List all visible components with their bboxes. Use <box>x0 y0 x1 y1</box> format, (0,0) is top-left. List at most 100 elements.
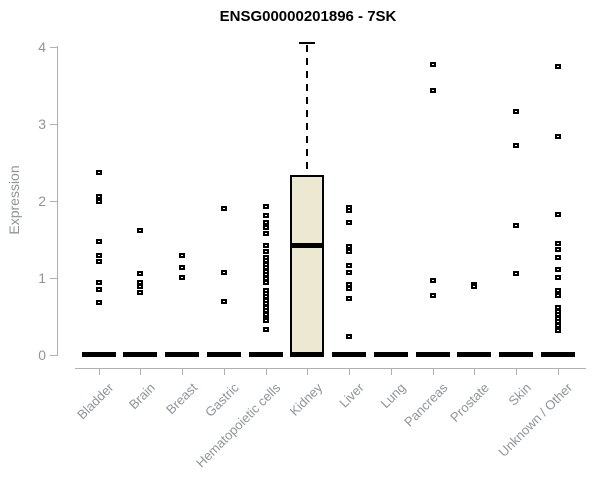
y-tick-label: 3 <box>38 115 46 132</box>
data-point <box>554 292 561 298</box>
data-point <box>554 275 561 280</box>
zero-median-bar <box>165 352 200 357</box>
kidney-whisker-cap <box>299 41 316 44</box>
x-tick <box>182 368 184 375</box>
zero-median-bar <box>457 352 492 357</box>
data-point <box>137 289 144 295</box>
y-tick <box>50 123 57 125</box>
data-point <box>346 262 353 268</box>
x-tick <box>432 368 434 375</box>
zero-median-bar <box>290 352 325 357</box>
x-tick-label: Skin <box>505 380 534 409</box>
zero-median-bar <box>373 352 408 357</box>
zero-median-bar <box>332 352 367 357</box>
y-axis-line <box>57 46 58 356</box>
zero-median-bar <box>81 352 116 357</box>
x-tick <box>474 368 476 375</box>
data-point <box>137 284 144 290</box>
data-point <box>262 220 269 226</box>
x-tick-label: Pancreas <box>400 380 451 430</box>
x-tick-label: Breast <box>162 380 200 418</box>
data-point <box>429 87 436 93</box>
data-point <box>346 208 353 213</box>
data-point <box>220 206 227 212</box>
chart-title: ENSG00000201896 - 7SK <box>219 8 397 25</box>
zero-median-bar <box>123 352 158 357</box>
data-point <box>346 248 353 254</box>
data-point <box>262 318 269 324</box>
x-tick-label: Gastric <box>201 380 242 420</box>
data-point <box>554 247 561 253</box>
data-point <box>95 238 102 244</box>
data-point <box>137 228 144 234</box>
x-tick-label: Prostate <box>447 380 492 425</box>
data-point <box>220 298 227 304</box>
data-point <box>95 194 102 200</box>
y-tick-label: 0 <box>38 346 46 363</box>
x-tick <box>390 368 392 375</box>
data-point <box>179 275 186 280</box>
kidney-whisker <box>306 44 309 176</box>
data-point <box>346 295 353 301</box>
x-tick <box>223 368 225 375</box>
x-tick-label: Kidney <box>286 380 325 419</box>
data-point <box>429 62 436 68</box>
zero-median-bar <box>415 352 450 357</box>
kidney-median-line <box>290 242 325 248</box>
x-tick-label: Brain <box>125 380 159 413</box>
data-point <box>95 198 102 204</box>
x-tick-label: Liver <box>336 380 367 411</box>
x-tick <box>98 368 100 375</box>
data-point <box>346 269 353 275</box>
data-point <box>513 108 519 114</box>
y-tick-label: 4 <box>38 38 46 55</box>
data-point <box>554 328 561 334</box>
data-point <box>137 279 144 285</box>
x-tick <box>265 368 267 375</box>
data-point <box>346 244 353 250</box>
data-point <box>262 224 269 230</box>
x-tick-label: Unknown / Other <box>495 380 576 460</box>
zero-median-bar <box>499 352 533 357</box>
y-tick-label: 1 <box>38 269 46 286</box>
data-point <box>554 211 561 217</box>
y-tick <box>50 200 57 202</box>
data-point <box>346 219 353 225</box>
data-point <box>554 241 561 247</box>
kidney-box <box>290 175 325 358</box>
data-point <box>513 142 519 148</box>
data-point <box>262 204 269 210</box>
data-point <box>95 300 102 306</box>
data-point <box>179 264 186 270</box>
data-point <box>262 212 269 218</box>
y-tick <box>50 354 57 356</box>
x-tick-label: Bladder <box>74 380 117 423</box>
data-point <box>95 252 102 258</box>
data-point <box>554 254 561 260</box>
data-point <box>137 271 144 277</box>
data-point <box>513 271 519 277</box>
data-point <box>429 278 436 284</box>
data-point <box>554 134 561 140</box>
data-point <box>262 242 269 248</box>
x-axis-line <box>75 368 586 369</box>
zero-median-bar <box>540 352 575 357</box>
data-point <box>471 284 478 290</box>
data-point <box>95 280 102 286</box>
zero-median-bar <box>248 352 283 357</box>
data-point <box>179 253 186 259</box>
data-point <box>513 222 519 228</box>
zero-median-bar <box>206 352 241 357</box>
x-tick <box>349 368 351 375</box>
data-point <box>429 292 436 298</box>
y-tick-label: 2 <box>38 192 46 209</box>
data-point <box>262 326 269 332</box>
y-tick <box>50 46 57 48</box>
data-point <box>554 266 561 272</box>
y-tick <box>50 277 57 279</box>
x-tick <box>557 368 559 375</box>
data-point <box>554 64 561 70</box>
data-point <box>346 334 353 340</box>
data-point <box>262 279 269 285</box>
